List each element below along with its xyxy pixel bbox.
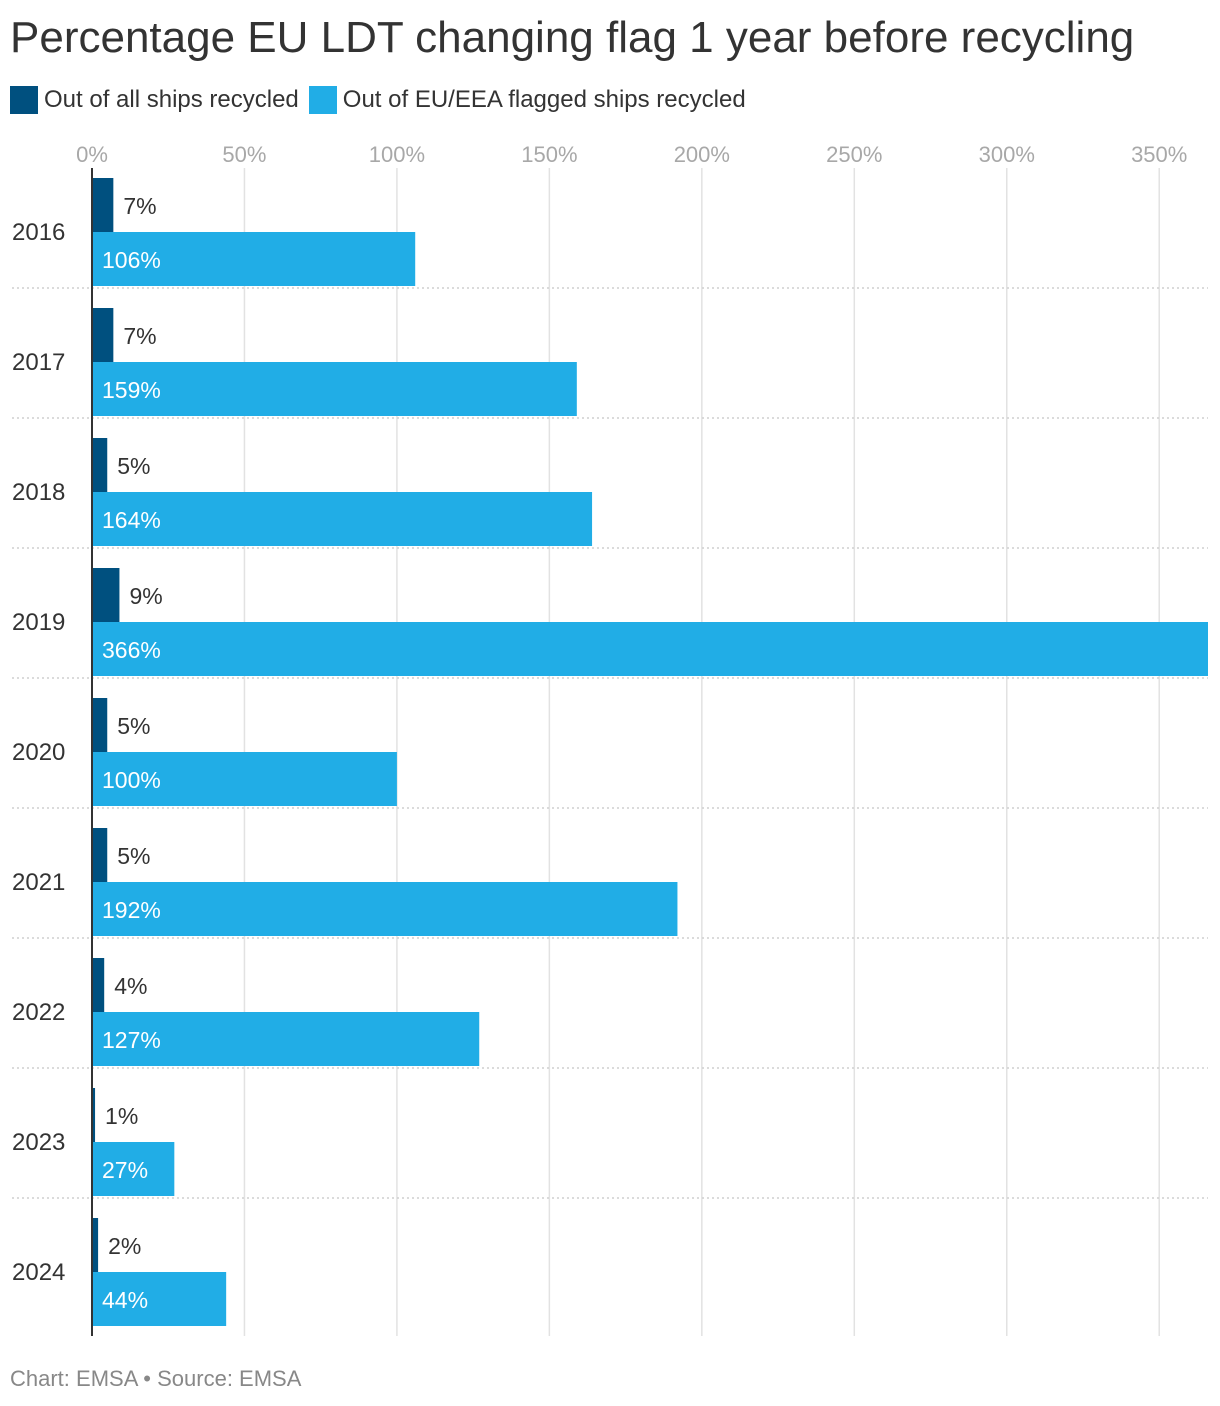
data-label-all-ships: 4%: [114, 973, 147, 999]
data-label-all-ships: 7%: [123, 193, 156, 219]
legend-swatch-all-ships: [10, 86, 38, 114]
bar-eu-ships: [92, 1272, 227, 1326]
bar-all-ships: [92, 178, 114, 232]
category-label: 2018: [12, 479, 65, 506]
bar-all-ships: [92, 438, 108, 492]
data-label-all-ships: 5%: [117, 453, 150, 479]
legend-label-all-ships: Out of all ships recycled: [44, 86, 299, 113]
x-tick-label: 100%: [369, 142, 425, 167]
data-label-eu-ships: 44%: [102, 1287, 148, 1313]
footer-separator: •: [143, 1366, 151, 1391]
x-tick-label: 0%: [76, 142, 108, 167]
legend-item-eu-ships: Out of EU/EEA flagged ships recycled: [308, 86, 746, 114]
bar-eu-ships: [92, 882, 678, 936]
bar-eu-ships: [92, 1142, 175, 1196]
bar-eu-ships: [92, 492, 593, 546]
bar-eu-ships: [92, 362, 577, 416]
footer-source: Source: EMSA: [157, 1366, 302, 1391]
bar-all-ships: [92, 568, 120, 622]
data-label-all-ships: 5%: [117, 843, 150, 869]
bar-all-ships: [92, 958, 105, 1012]
x-tick-label: 250%: [826, 142, 882, 167]
bar-all-ships: [92, 1218, 99, 1272]
data-label-eu-ships: 27%: [102, 1157, 148, 1183]
x-tick-label: 150%: [521, 142, 577, 167]
data-label-all-ships: 1%: [105, 1103, 138, 1129]
category-label: 2023: [12, 1129, 65, 1156]
x-tick-label: 200%: [674, 142, 730, 167]
data-label-eu-ships: 100%: [102, 767, 161, 793]
x-tick-label: 300%: [979, 142, 1035, 167]
bar-all-ships: [92, 698, 108, 752]
data-label-all-ships: 7%: [123, 323, 156, 349]
bar-eu-ships: [92, 232, 416, 286]
category-label: 2019: [12, 609, 65, 636]
x-tick-label: 350%: [1131, 142, 1187, 167]
legend: Out of all ships recycled Out of EU/EEA …: [10, 84, 756, 116]
legend-item-all-ships: Out of all ships recycled: [10, 86, 299, 114]
category-label: 2024: [12, 1259, 65, 1286]
chart-title: Percentage EU LDT changing flag 1 year b…: [10, 13, 1135, 62]
data-label-all-ships: 9%: [129, 583, 162, 609]
bar-eu-ships: [92, 622, 1208, 676]
data-label-eu-ships: 366%: [102, 637, 161, 663]
legend-label-eu-ships: Out of EU/EEA flagged ships recycled: [342, 86, 746, 113]
data-label-all-ships: 2%: [108, 1233, 141, 1259]
bar-eu-ships: [92, 752, 397, 806]
data-label-eu-ships: 164%: [102, 507, 161, 533]
bar-all-ships: [92, 828, 108, 882]
legend-swatch-eu-ships: [308, 86, 337, 114]
data-label-eu-ships: 106%: [102, 247, 161, 273]
data-label-eu-ships: 127%: [102, 1027, 161, 1053]
data-label-eu-ships: 192%: [102, 897, 161, 923]
category-label: 2016: [12, 219, 65, 246]
bar-all-ships: [92, 308, 114, 362]
bar-eu-ships: [92, 1012, 480, 1066]
category-label: 2022: [12, 999, 65, 1026]
x-tick-label: 50%: [222, 142, 266, 167]
data-label-eu-ships: 159%: [102, 377, 161, 403]
footer-chart-credit: Chart: EMSA: [10, 1366, 138, 1391]
category-label: 2017: [12, 349, 65, 376]
bar-all-ships: [92, 1088, 96, 1142]
category-label: 2020: [12, 739, 65, 766]
category-label: 2021: [12, 869, 65, 896]
data-label-all-ships: 5%: [117, 713, 150, 739]
chart-footer: Chart: EMSA • Source: EMSA: [10, 1366, 301, 1392]
